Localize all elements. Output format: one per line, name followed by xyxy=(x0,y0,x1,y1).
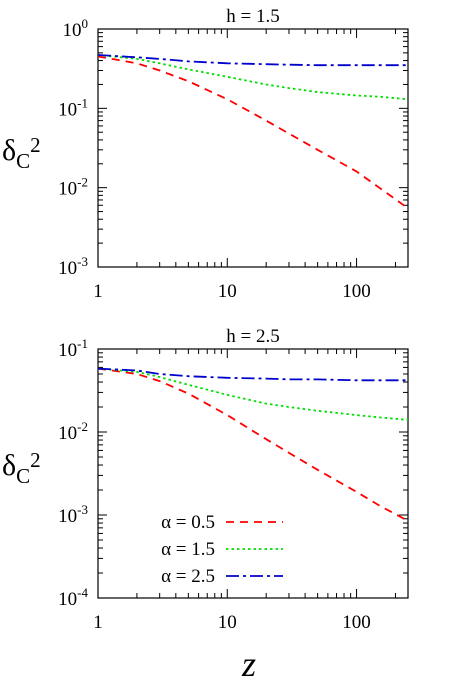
panel-2: h = 2.5 1 10 100 10-1 10-2 10-3 10-4 δC2 z α = 0.5… xyxy=(2,326,409,684)
y-tick-label: 10-4 xyxy=(58,585,88,610)
y-tick-label: 10-1 xyxy=(58,95,88,120)
y-axis-label: δC2 xyxy=(2,448,41,488)
panel-1: h = 1.5 1 10 100 100 10-1 10-2 10-3 δC2 xyxy=(2,6,409,302)
legend-label: α = 1.5 xyxy=(161,539,215,560)
y-tick-label: 10-3 xyxy=(58,502,88,527)
x-tick-label: 10 xyxy=(218,281,237,302)
legend-label: α = 0.5 xyxy=(161,512,215,533)
y-tick-label: 10-2 xyxy=(58,175,88,200)
series-line-alpha-1-5 xyxy=(98,54,408,101)
panel-title: h = 2.5 xyxy=(226,326,279,347)
x-tick-label: 100 xyxy=(342,612,371,633)
y-tick-label: 10-1 xyxy=(58,336,88,361)
x-tick-label: 10 xyxy=(218,612,237,633)
series-line-alpha-1-5 xyxy=(98,367,408,421)
legend: α = 0.5 α = 1.5 α = 2.5 xyxy=(161,512,283,587)
series-line-alpha-2-5 xyxy=(98,54,408,67)
y-tick-label: 100 xyxy=(63,16,89,41)
y-tick-label: 10-3 xyxy=(58,254,88,279)
y-tick-label: 10-2 xyxy=(58,419,88,444)
x-tick-label: 100 xyxy=(342,281,371,302)
plot-frame xyxy=(97,28,409,268)
plot-frame xyxy=(97,348,409,599)
panel-title: h = 1.5 xyxy=(226,6,279,27)
x-axis-label: z xyxy=(241,644,256,681)
x-tick-label: 1 xyxy=(93,281,103,302)
y-axis-label: δC2 xyxy=(2,133,41,173)
series-line-alpha-2-5 xyxy=(98,367,408,382)
series-line-alpha-0-5 xyxy=(98,367,408,522)
x-tick-label: 1 xyxy=(93,612,103,633)
legend-label: α = 2.5 xyxy=(161,566,215,587)
series-line-alpha-0-5 xyxy=(98,55,408,210)
